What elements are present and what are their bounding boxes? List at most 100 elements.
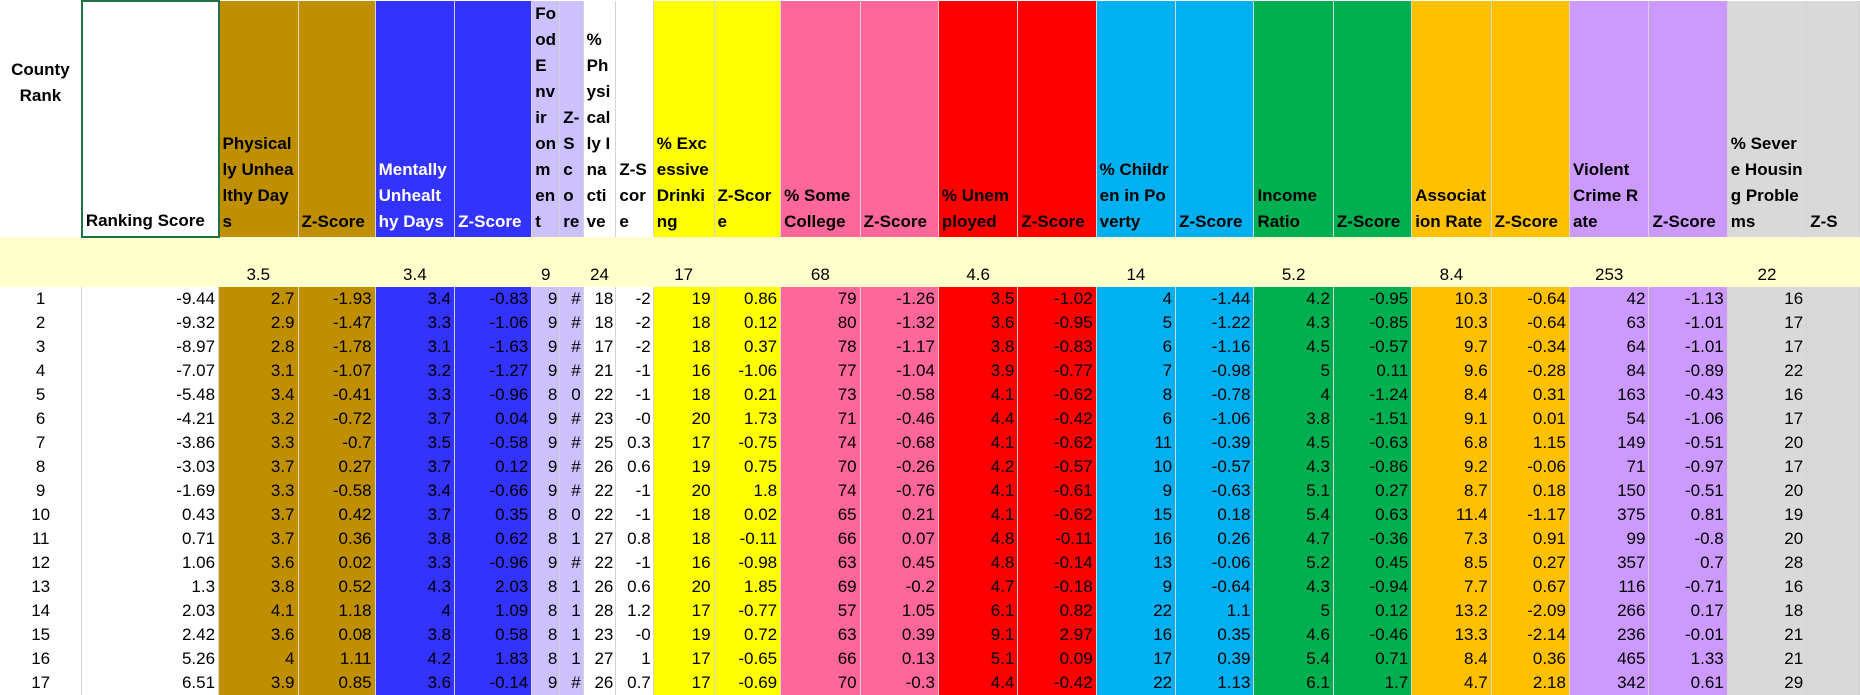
cell-physically-inactive[interactable]: 18: [583, 311, 617, 335]
cell-county-rank[interactable]: 11: [0, 527, 83, 551]
header-poverty-z-score[interactable]: Z-Score: [1175, 1, 1255, 237]
cell-poverty-z-score[interactable]: -1.16: [1175, 335, 1255, 359]
cell-drinking-z-score[interactable]: 0.21: [714, 383, 782, 407]
cell-ranking-score[interactable]: 0.71: [81, 527, 220, 551]
header-income-ratio[interactable]: Income Ratio: [1253, 1, 1334, 237]
cell-poverty-z-score[interactable]: -0.78: [1175, 383, 1255, 407]
cell-severe-housing-problems[interactable]: 28: [1727, 551, 1808, 575]
header-inactive-z-score[interactable]: Z-Score: [615, 1, 654, 237]
cell-housing-z-score[interactable]: [1806, 503, 1860, 527]
avg-cell[interactable]: [615, 237, 654, 287]
cell-excessive-drinking[interactable]: 17: [653, 647, 715, 671]
avg-cell[interactable]: [559, 237, 584, 287]
cell-some-college[interactable]: 74: [780, 479, 861, 503]
cell-unemployed[interactable]: 9.1: [938, 623, 1019, 647]
cell-college-z-score[interactable]: -1.26: [860, 287, 939, 311]
cell-ranking-score[interactable]: 5.26: [81, 647, 220, 671]
cell-severe-housing-problems[interactable]: 20: [1727, 527, 1808, 551]
cell-severe-housing-problems[interactable]: 16: [1727, 575, 1808, 599]
cell-drinking-z-score[interactable]: -1.06: [714, 359, 782, 383]
cell-income-ratio[interactable]: 4.5: [1253, 431, 1334, 455]
cell-unemployed-z-score[interactable]: 0.82: [1017, 599, 1097, 623]
cell-mentally-unhealthy-days[interactable]: 3.6: [375, 671, 456, 695]
cell-crime-z-score[interactable]: -1.01: [1648, 311, 1728, 335]
cell-poverty-z-score[interactable]: -1.06: [1175, 407, 1255, 431]
cell-food-environment[interactable]: 9: [531, 431, 561, 455]
cell-housing-z-score[interactable]: [1806, 311, 1860, 335]
header-food-z-score[interactable]: Z-Score: [559, 1, 584, 237]
cell-county-rank[interactable]: 12: [0, 551, 83, 575]
cell-food-environment[interactable]: 8: [531, 383, 561, 407]
cell-physically-unhealthy-days[interactable]: 3.8: [218, 575, 299, 599]
cell-food-environment[interactable]: 8: [531, 599, 561, 623]
cell-unemployed-z-score[interactable]: -0.62: [1017, 383, 1097, 407]
cell-drinking-z-score[interactable]: 0.75: [714, 455, 782, 479]
cell-physically-unhealthy-days[interactable]: 3.4: [218, 383, 299, 407]
cell-association-rate[interactable]: 9.6: [1411, 359, 1492, 383]
cell-inactive-z-score[interactable]: 0.6: [615, 575, 654, 599]
cell-unemployed-z-score[interactable]: -0.42: [1017, 407, 1097, 431]
cell-association-z-score[interactable]: -0.64: [1491, 311, 1570, 335]
cell-severe-housing-problems[interactable]: 17: [1727, 407, 1808, 431]
cell-housing-z-score[interactable]: [1806, 431, 1860, 455]
cell-physical-z-score[interactable]: 0.02: [298, 551, 376, 575]
header-income-z-score[interactable]: Z-Score: [1333, 1, 1413, 237]
cell-crime-z-score[interactable]: -0.01: [1648, 623, 1728, 647]
cell-food-environment[interactable]: 8: [531, 527, 561, 551]
cell-association-rate[interactable]: 7.3: [1411, 527, 1492, 551]
cell-crime-z-score[interactable]: -0.43: [1648, 383, 1728, 407]
cell-mental-z-score[interactable]: -0.66: [454, 479, 533, 503]
cell-association-z-score[interactable]: -0.64: [1491, 287, 1570, 311]
cell-unemployed[interactable]: 4.8: [938, 527, 1019, 551]
cell-food-z-score[interactable]: 1: [559, 623, 584, 647]
cell-association-rate[interactable]: 7.7: [1411, 575, 1492, 599]
cell-unemployed-z-score[interactable]: -0.18: [1017, 575, 1097, 599]
cell-association-rate[interactable]: 6.8: [1411, 431, 1492, 455]
avg-cell[interactable]: [1017, 237, 1097, 287]
cell-crime-z-score[interactable]: -0.89: [1648, 359, 1728, 383]
cell-ranking-score[interactable]: -9.44: [81, 287, 220, 311]
cell-food-z-score[interactable]: 1: [559, 527, 584, 551]
cell-physically-inactive[interactable]: 23: [583, 623, 617, 647]
cell-crime-z-score[interactable]: 0.7: [1648, 551, 1728, 575]
cell-unemployed[interactable]: 3.6: [938, 311, 1019, 335]
cell-poverty-z-score[interactable]: -0.98: [1175, 359, 1255, 383]
cell-housing-z-score[interactable]: [1806, 671, 1860, 695]
cell-food-environment[interactable]: 9: [531, 407, 561, 431]
cell-some-college[interactable]: 73: [780, 383, 861, 407]
cell-inactive-z-score[interactable]: -1: [615, 359, 654, 383]
cell-children-in-poverty[interactable]: 7: [1096, 359, 1177, 383]
cell-drinking-z-score[interactable]: 0.12: [714, 311, 782, 335]
cell-crime-z-score[interactable]: 0.81: [1648, 503, 1728, 527]
cell-county-rank[interactable]: 13: [0, 575, 83, 599]
cell-ranking-score[interactable]: -8.97: [81, 335, 220, 359]
cell-food-environment[interactable]: 8: [531, 647, 561, 671]
avg-cell[interactable]: [860, 237, 939, 287]
cell-excessive-drinking[interactable]: 18: [653, 503, 715, 527]
cell-mental-z-score[interactable]: -0.14: [454, 671, 533, 695]
cell-violent-crime-rate[interactable]: 375: [1569, 503, 1650, 527]
cell-children-in-poverty[interactable]: 10: [1096, 455, 1177, 479]
cell-physically-inactive[interactable]: 23: [583, 407, 617, 431]
cell-mentally-unhealthy-days[interactable]: 3.2: [375, 359, 456, 383]
cell-association-z-score[interactable]: 0.31: [1491, 383, 1570, 407]
cell-unemployed[interactable]: 4.4: [938, 407, 1019, 431]
cell-mentally-unhealthy-days[interactable]: 3.8: [375, 623, 456, 647]
cell-mental-z-score[interactable]: -1.06: [454, 311, 533, 335]
cell-unemployed-z-score[interactable]: 0.09: [1017, 647, 1097, 671]
cell-children-in-poverty[interactable]: 8: [1096, 383, 1177, 407]
cell-severe-housing-problems[interactable]: 22: [1727, 359, 1808, 383]
cell-association-rate[interactable]: 9.7: [1411, 335, 1492, 359]
cell-unemployed[interactable]: 3.9: [938, 359, 1019, 383]
cell-housing-z-score[interactable]: [1806, 575, 1860, 599]
cell-some-college[interactable]: 57: [780, 599, 861, 623]
cell-association-z-score[interactable]: -0.28: [1491, 359, 1570, 383]
cell-physically-unhealthy-days[interactable]: 3.9: [218, 671, 299, 695]
cell-county-rank[interactable]: 14: [0, 599, 83, 623]
cell-violent-crime-rate[interactable]: 99: [1569, 527, 1650, 551]
avg-cell[interactable]: [298, 237, 376, 287]
cell-violent-crime-rate[interactable]: 357: [1569, 551, 1650, 575]
cell-drinking-z-score[interactable]: -0.65: [714, 647, 782, 671]
cell-poverty-z-score[interactable]: -1.22: [1175, 311, 1255, 335]
avg-cell[interactable]: [454, 237, 532, 287]
